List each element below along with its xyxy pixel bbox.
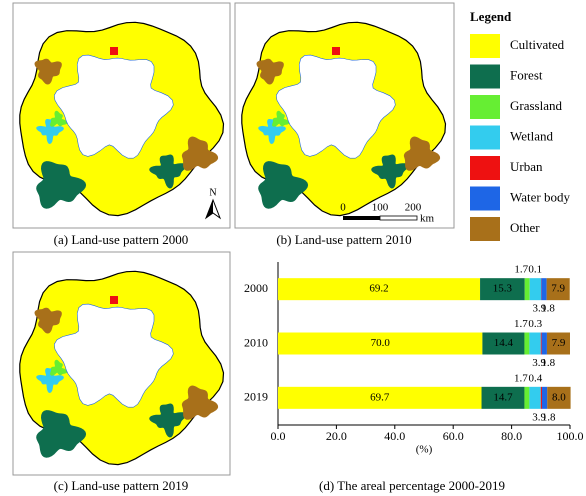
value-label: 1.7: [514, 264, 528, 276]
x-axis-label: (%): [416, 444, 433, 456]
bar-segment: [542, 387, 547, 409]
legend-label: Urban: [510, 159, 543, 174]
legend-label: Cultivated: [510, 37, 565, 52]
bar-segment: [542, 333, 547, 355]
bar-segment: [529, 387, 540, 409]
legend-label: Other: [510, 220, 540, 235]
legend-swatch: [470, 34, 500, 58]
y-tick-label: 2000: [244, 281, 268, 295]
bar-segment: [530, 278, 541, 300]
legend-swatch: [470, 95, 500, 119]
bar-segment: [524, 387, 529, 409]
legend-swatch: [470, 126, 500, 150]
north-label: N: [209, 187, 216, 198]
caption: (b) Land-use pattern 2010: [276, 232, 411, 247]
value-label: 14.7: [493, 391, 513, 403]
x-tick-label: 60.0: [443, 429, 464, 443]
y-tick-label: 2010: [244, 335, 268, 349]
x-tick-label: 100.0: [557, 429, 584, 443]
bar-segment: [541, 333, 542, 355]
scale-unit: km: [420, 213, 435, 225]
legend-swatch: [470, 217, 500, 241]
map-urban: [332, 47, 340, 55]
figure: (a) Land-use pattern 2000 (b) Land-use p…: [0, 0, 586, 496]
x-tick-label: 80.0: [501, 429, 522, 443]
legend-label: Grassland: [510, 98, 562, 113]
value-label: 1.8: [541, 357, 555, 369]
value-label: 0.1: [528, 264, 542, 276]
legend-label: Water body: [510, 189, 570, 204]
x-tick-label: 0.0: [271, 429, 286, 443]
value-label: 1.8: [541, 303, 555, 315]
bar-segment: [529, 333, 540, 355]
value-label: 7.9: [552, 337, 566, 349]
legend-label: Wetland: [510, 128, 553, 143]
caption: (c) Land-use pattern 2019: [54, 478, 189, 493]
scale-label: 100: [372, 202, 389, 214]
value-label: 69.7: [370, 391, 390, 403]
legend-label: Forest: [510, 67, 543, 82]
bar-segment: [541, 387, 542, 409]
value-label: 0.3: [528, 318, 542, 330]
value-label: 1.8: [542, 411, 556, 423]
value-label: 8.0: [552, 391, 566, 403]
value-label: 1.7: [514, 372, 528, 384]
value-label: 69.2: [369, 283, 388, 295]
value-label: 0.4: [529, 372, 543, 384]
scale-label: 0: [340, 202, 346, 214]
bar-segment: [525, 278, 530, 300]
scale-bar: [380, 216, 417, 220]
bar-segment: [524, 333, 529, 355]
caption: (d) The areal percentage 2000-2019: [319, 478, 505, 493]
x-tick-label: 40.0: [384, 429, 405, 443]
y-tick-label: 2019: [244, 390, 268, 404]
legend-swatch: [470, 156, 500, 180]
scale-bar: [343, 216, 380, 220]
map-urban: [110, 47, 118, 55]
map-urban: [110, 296, 118, 304]
bar-segment: [541, 278, 546, 300]
x-tick-label: 20.0: [326, 429, 347, 443]
value-label: 70.0: [371, 337, 391, 349]
value-label: 14.4: [494, 337, 514, 349]
legend-swatch: [470, 65, 500, 89]
value-label: 15.3: [493, 283, 513, 295]
value-label: 1.7: [514, 318, 528, 330]
legend-title: Legend: [470, 9, 512, 24]
legend-swatch: [470, 187, 500, 211]
value-label: 7.9: [551, 283, 565, 295]
caption: (a) Land-use pattern 2000: [54, 232, 189, 247]
